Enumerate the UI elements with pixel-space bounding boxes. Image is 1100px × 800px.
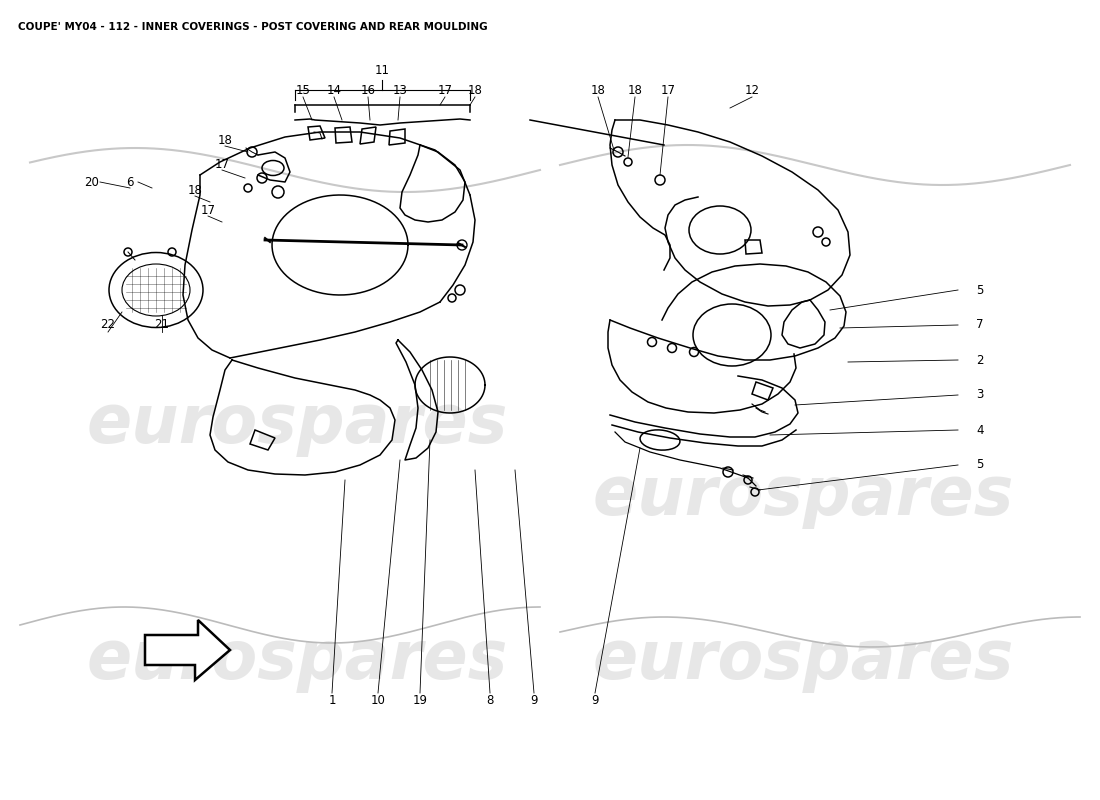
Text: 18: 18 (188, 183, 202, 197)
Polygon shape (145, 620, 230, 680)
Text: eurospares: eurospares (86, 391, 508, 457)
Text: eurospares: eurospares (592, 627, 1014, 693)
Text: 15: 15 (296, 83, 310, 97)
Text: 9: 9 (530, 694, 538, 706)
Text: 2: 2 (977, 354, 983, 366)
Text: 11: 11 (374, 63, 389, 77)
Text: eurospares: eurospares (86, 627, 508, 693)
Text: 14: 14 (327, 83, 341, 97)
Text: 18: 18 (218, 134, 232, 146)
Text: 18: 18 (468, 83, 483, 97)
Text: 18: 18 (628, 83, 642, 97)
Text: 13: 13 (393, 83, 407, 97)
Text: 5: 5 (977, 458, 983, 471)
Text: eurospares: eurospares (592, 463, 1014, 529)
Text: COUPE' MY04 - 112 - INNER COVERINGS - POST COVERING AND REAR MOULDING: COUPE' MY04 - 112 - INNER COVERINGS - PO… (18, 22, 487, 32)
Text: 17: 17 (438, 83, 452, 97)
Text: 1: 1 (328, 694, 336, 706)
Text: 8: 8 (486, 694, 494, 706)
Text: 19: 19 (412, 694, 428, 706)
Text: 20: 20 (85, 175, 99, 189)
Text: 10: 10 (371, 694, 385, 706)
Text: 16: 16 (361, 83, 375, 97)
Text: 6: 6 (126, 175, 134, 189)
Text: 4: 4 (977, 423, 983, 437)
Text: 3: 3 (977, 389, 983, 402)
Text: 17: 17 (660, 83, 675, 97)
Text: 7: 7 (977, 318, 983, 331)
Text: 17: 17 (214, 158, 230, 170)
Text: 12: 12 (745, 83, 759, 97)
Text: 21: 21 (154, 318, 169, 331)
Text: 17: 17 (200, 203, 216, 217)
Text: 5: 5 (977, 283, 983, 297)
Text: 18: 18 (591, 83, 605, 97)
Text: 22: 22 (100, 318, 116, 331)
Text: 9: 9 (592, 694, 598, 706)
